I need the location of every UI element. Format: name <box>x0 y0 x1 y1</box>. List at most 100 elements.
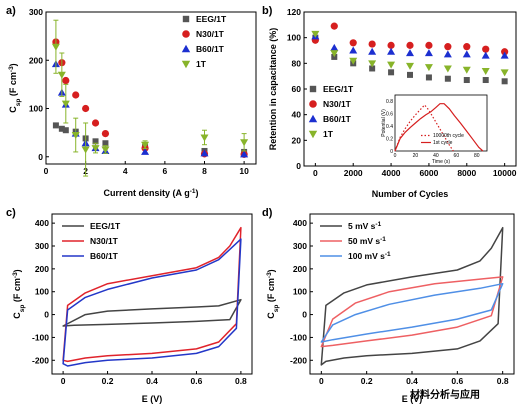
y-tick-label: 0 <box>296 161 301 171</box>
legend-label: B60/1T <box>196 44 225 54</box>
legend-marker <box>181 60 191 69</box>
x-tick-label: 0.4 <box>146 376 158 386</box>
y-tick-label: 200 <box>35 264 49 274</box>
inset-y-axis-label: Potential (V) <box>381 109 387 137</box>
inset-x-tick-label: 60 <box>454 153 460 159</box>
inset-legend-label: 10000th cycle <box>433 133 464 139</box>
data-point <box>443 50 452 58</box>
inset-series-line <box>394 103 484 152</box>
data-point <box>387 61 396 69</box>
data-point <box>330 43 339 51</box>
x-tick-label: 0 <box>44 166 49 176</box>
legend-label-sup: -1 <box>385 251 391 258</box>
legend-label-part: N30/1T <box>90 236 119 246</box>
y-tick-label: 0 <box>44 310 49 320</box>
y-tick-label: 400 <box>35 218 49 228</box>
legend-marker <box>309 100 317 108</box>
legend-label-part: EEG/1T <box>90 221 121 231</box>
y-tick-label: 80 <box>292 58 302 68</box>
data-point <box>368 60 377 68</box>
data-point <box>52 122 59 129</box>
x-axis-label: Current density (A g-1) <box>104 188 199 199</box>
data-point <box>387 41 395 49</box>
y-tick-label: 300 <box>29 7 43 17</box>
x-tick-label: 2000 <box>344 168 363 178</box>
data-point <box>240 139 249 147</box>
legend-label: EEG/1T <box>323 84 354 94</box>
x-tick-label: 6000 <box>419 168 438 178</box>
inset-y-tick-label: 0.6 <box>386 112 393 118</box>
legend-label: 1T <box>323 129 334 139</box>
panel-label: a) <box>6 5 16 17</box>
data-point <box>349 46 358 54</box>
x-tick-label: 0.4 <box>406 376 418 386</box>
x-axis-label: E (V) <box>142 394 163 404</box>
data-point <box>311 30 320 38</box>
x-tick-label: 8 <box>202 166 207 176</box>
inset-y-tick-label: 0 <box>390 149 393 155</box>
inset-x-axis-label: Time (s) <box>432 159 450 165</box>
data-point <box>500 69 509 77</box>
data-point <box>91 119 100 127</box>
data-point <box>443 65 452 73</box>
watermark: 材料分析与应用 <box>410 388 480 401</box>
data-point <box>444 75 451 82</box>
legend-label: N30/1T <box>90 236 119 246</box>
plot-frame <box>51 213 253 375</box>
y-axis-label: Csp (F cm-3) <box>8 63 22 112</box>
data-point <box>369 65 376 72</box>
legend-label: B60/1T <box>323 114 352 124</box>
legend-label: N30/1T <box>196 29 225 39</box>
legend-label-part: B60/1T <box>90 251 119 261</box>
data-point <box>481 51 490 59</box>
data-point <box>61 100 70 108</box>
x-axis-label-part: Current density (A g <box>104 188 190 198</box>
legend-label-part: 50 mV s <box>348 236 380 246</box>
legend-marker <box>182 30 190 38</box>
inset-y-tick-label: 0.8 <box>386 99 393 105</box>
cv-loop <box>62 226 242 363</box>
x-tick-label: 8000 <box>457 168 476 178</box>
cv-loop <box>320 276 504 348</box>
legend-label: EEG/1T <box>90 221 121 231</box>
data-point <box>91 145 100 153</box>
data-point <box>82 104 90 113</box>
data-point <box>368 40 376 48</box>
y-axis-label-part: (F cm <box>12 278 22 305</box>
y-axis-label-part: ) <box>266 269 276 272</box>
y-tick-label: 100 <box>35 287 49 297</box>
panel-c: 0 0.2 0.4 0.6 0.8 -200 -100 0 100 200 300 400 c) Csp … <box>6 207 253 404</box>
legend-marker <box>308 114 318 123</box>
y-axis-label-part: C <box>266 312 276 319</box>
y-tick-label: -200 <box>290 355 307 365</box>
inset-x-tick-label: 80 <box>474 153 480 159</box>
y-tick-label: 200 <box>293 264 307 274</box>
y-axis-label-part: ) <box>8 63 18 66</box>
x-axis-label: Number of Cycles <box>372 189 449 199</box>
legend-marker <box>309 85 317 93</box>
data-point <box>330 50 339 58</box>
y-axis-label-part: sp <box>15 99 22 107</box>
y-tick-label: 300 <box>35 241 49 251</box>
panel-d: 0 0.2 0.4 0.6 0.8 -200 -100 0 100 200 300 400 d) Csp … <box>262 207 515 404</box>
y-tick-label: -200 <box>32 355 49 365</box>
data-point <box>200 149 209 157</box>
y-tick-label: 0 <box>302 310 307 320</box>
y-tick-label: 300 <box>293 241 307 251</box>
data-point <box>62 127 69 134</box>
data-point <box>463 43 471 51</box>
panel-label: b) <box>262 5 273 17</box>
data-point <box>58 125 65 132</box>
x-tick-label: 0 <box>313 168 318 178</box>
y-axis-label-part: C <box>12 312 22 319</box>
legend-label-sup: -1 <box>375 221 381 228</box>
data-point <box>330 22 338 30</box>
data-point <box>482 45 490 53</box>
cv-loop <box>62 238 242 367</box>
data-point <box>501 78 508 85</box>
data-point <box>81 146 90 154</box>
data-point <box>71 132 80 140</box>
y-axis-label-part: -3 <box>266 272 273 278</box>
y-tick-label: 40 <box>292 110 302 120</box>
